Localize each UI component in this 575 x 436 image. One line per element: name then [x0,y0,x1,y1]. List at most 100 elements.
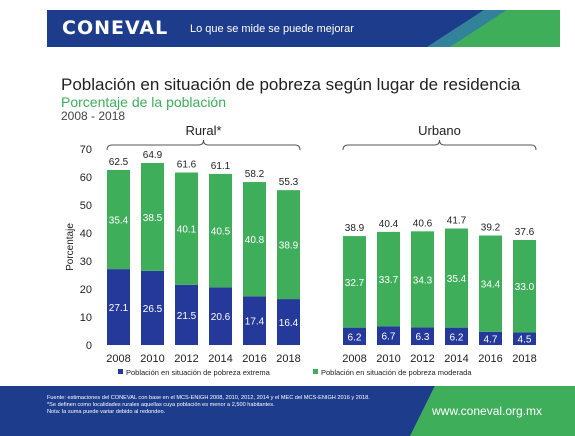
website-link[interactable]: www.coneval.org.mx [432,404,543,418]
data-label-total: 55.3 [279,177,299,188]
y-tick-label: 30 [80,256,92,268]
y-tick-label: 10 [80,312,92,324]
bar-moderada [513,240,536,333]
y-tick-label: 40 [80,228,92,240]
bar-extrema [243,296,266,345]
x-tick-label: 2008 [342,353,366,365]
x-tick-label: 2016 [242,353,266,365]
x-tick-label: 2012 [410,353,434,365]
data-label-moderada: 40.1 [177,225,197,236]
group-brace [342,139,537,151]
x-tick-label: 2016 [478,353,502,365]
data-label-extrema: 27.1 [109,303,129,314]
bar-extrema [479,331,502,345]
data-label-moderada: 38.9 [279,241,299,252]
bar-moderada [445,228,468,328]
bar-moderada [411,231,434,328]
bar-extrema [209,287,232,345]
y-axis-label: Porcentaje [65,223,76,271]
legend-swatch-extrema [118,369,123,374]
data-label-moderada: 33.7 [379,275,399,286]
footer-banner: Fuente: estimaciones del CONEVAL con bas… [0,386,575,436]
legend-label-moderada: Población en situación de pobreza modera… [321,368,472,377]
bar-moderada [107,170,130,270]
data-label-extrema: 4.5 [518,335,532,346]
bar-moderada [377,231,400,327]
data-label-moderada: 40.8 [245,235,265,246]
stacked-bar-chart: 0 10 20 30 40 50 60 70 Porcentaje Rural* 27.1 35.4 6… [65,123,537,377]
data-label-extrema: 6.2 [450,332,464,343]
data-label-extrema: 6.7 [382,332,396,343]
data-label-total: 41.7 [447,216,467,227]
x-tick-label: 2010 [376,353,400,365]
bar-extrema [377,326,400,345]
coneval-logo[interactable]: CONEVAL [62,17,169,39]
x-tick-label: 2010 [140,353,164,365]
data-label-moderada: 35.4 [447,274,467,285]
x-tick-label: 2012 [174,353,198,365]
data-label-extrema: 17.4 [245,317,265,328]
data-label-moderada: 35.4 [109,216,129,227]
data-label-extrema: 26.5 [143,304,163,315]
group-label: Rural* [185,123,221,138]
data-label-moderada: 32.7 [345,278,365,289]
x-tick-label: 2014 [444,353,468,365]
data-label-total: 40.4 [379,219,399,230]
x-tick-label: 2014 [208,353,232,365]
y-tick-label: 20 [80,284,92,296]
bar-extrema [411,327,434,345]
bar-extrema [107,269,130,345]
x-tick-label: 2008 [106,353,130,365]
bar-extrema [513,332,536,345]
data-label-total: 61.6 [177,160,197,171]
bar-extrema [141,270,164,345]
bar-moderada [175,172,198,285]
data-label-extrema: 6.2 [348,332,362,343]
y-tick-label: 60 [80,172,92,184]
data-label-total: 39.2 [481,223,501,234]
data-label-moderada: 33.0 [515,282,535,293]
group-brace [106,139,301,151]
bar-extrema [343,327,366,345]
x-tick-label: 2018 [512,353,536,365]
bar-extrema [175,284,198,345]
y-tick-label: 50 [80,200,92,212]
bar-moderada [343,236,366,328]
bar-moderada [141,163,164,271]
data-label-extrema: 20.6 [211,312,231,323]
data-label-moderada: 34.3 [413,275,433,286]
data-label-total: 37.6 [515,227,535,238]
data-label-total: 40.6 [413,218,433,229]
group-label: Urbano [418,123,461,138]
header-tagline: Lo que se mide se puede mejorar [190,23,354,35]
data-label-total: 58.2 [245,169,265,180]
chart-subtitle: Porcentaje de la población [61,94,227,110]
data-label-extrema: 16.4 [279,318,299,329]
data-label-moderada: 40.5 [211,227,231,238]
header-banner: CONEVAL Lo que se mide se puede mejorar [47,10,560,47]
data-label-moderada: 38.5 [143,213,163,224]
data-label-total: 38.9 [345,223,365,234]
data-label-extrema: 21.5 [177,311,197,322]
chart-title: Población en situación de pobreza según … [61,75,521,94]
footer-green-wedge [410,386,575,436]
legend-swatch-moderada [313,369,318,374]
rural-definition-note: *Se definen como localidades rurales aqu… [47,402,275,408]
bar-extrema [445,327,468,345]
bar-moderada [243,182,266,297]
x-tick-label: 2018 [276,353,300,365]
source-note: Fuente: estimaciones del CONEVAL con bas… [47,395,370,401]
bar-moderada [209,173,232,288]
footer-notes: Fuente: estimaciones del CONEVAL con bas… [47,395,427,416]
rounding-note: Nota: la suma puede variar debido al red… [47,409,166,415]
bar-moderada [479,235,502,332]
data-label-extrema: 6.3 [416,332,430,343]
bar-moderada [277,190,300,300]
y-tick-label: 70 [80,144,92,156]
data-label-moderada: 34.4 [481,280,501,291]
chart-period: 2008 - 2018 [61,109,126,123]
legend-label-extrema: Población en situación de pobreza extrem… [126,368,271,377]
y-tick-label: 0 [86,340,92,352]
bar-extrema [277,299,300,345]
data-label-total: 64.9 [143,150,163,161]
